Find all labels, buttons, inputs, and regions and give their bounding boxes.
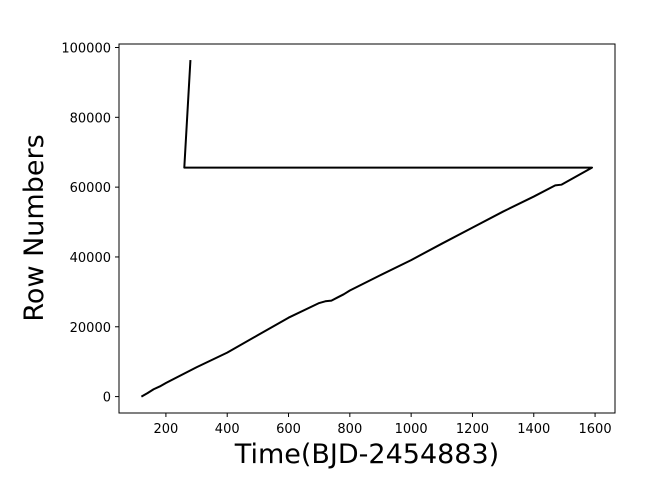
x-tick-label: 400 bbox=[215, 422, 240, 437]
plot-frame bbox=[118, 43, 616, 414]
series-line bbox=[140, 60, 594, 398]
x-tick-label: 800 bbox=[337, 422, 362, 437]
y-tick-label: 0 bbox=[103, 391, 111, 406]
series-layer bbox=[140, 60, 594, 398]
y-tick-label: 80000 bbox=[70, 111, 111, 126]
x-axis-ticks: 200 400 600 800 1000 1200 1400 1600 bbox=[153, 413, 612, 437]
x-tick-label: 200 bbox=[153, 422, 178, 437]
y-tick-label: 20000 bbox=[70, 321, 111, 336]
plot-area bbox=[119, 44, 615, 413]
y-tick-label: 100000 bbox=[61, 41, 111, 56]
y-axis-label: Row Numbers bbox=[19, 134, 50, 321]
x-tick-label: 600 bbox=[276, 422, 301, 437]
y-tick-label: 40000 bbox=[70, 251, 111, 266]
x-tick-label: 1600 bbox=[579, 422, 612, 437]
x-tick-label: 1000 bbox=[395, 422, 428, 437]
y-axis-ticks: 0 20000 40000 60000 80000 100000 bbox=[61, 41, 119, 406]
x-axis-label: Time(BJD-2454883) bbox=[234, 439, 499, 470]
x-tick-label: 1200 bbox=[456, 422, 489, 437]
x-tick-label: 1400 bbox=[517, 422, 550, 437]
y-tick-label: 60000 bbox=[70, 181, 111, 196]
